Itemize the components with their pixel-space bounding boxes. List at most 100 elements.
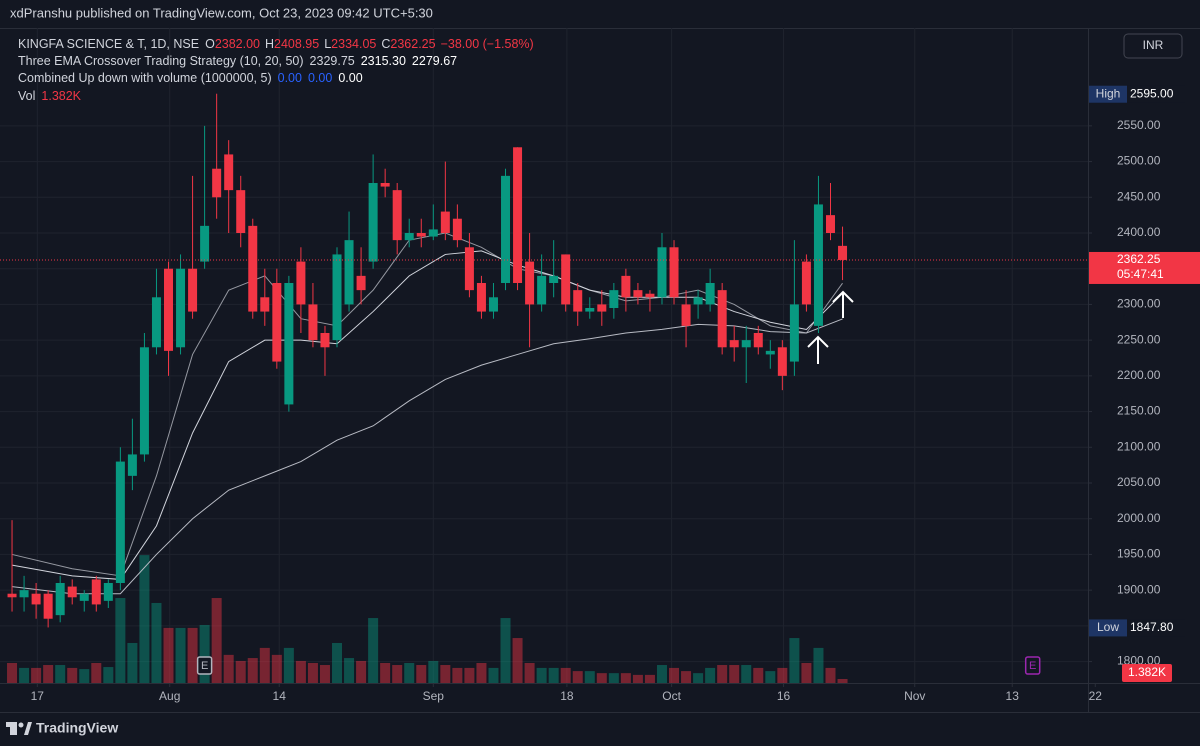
volume-bar	[223, 654, 234, 683]
volume-bar	[608, 673, 619, 683]
volume-bar	[392, 665, 403, 683]
candle-body	[392, 190, 402, 241]
candle-body	[789, 304, 799, 362]
volume-bar	[512, 638, 523, 683]
volume-bar	[67, 667, 78, 683]
currency-button[interactable]	[1123, 33, 1183, 59]
candle-body	[488, 297, 498, 312]
volume-legend: Vol 1.382K	[18, 89, 82, 103]
volume-bar	[837, 678, 848, 683]
candle-body	[621, 275, 631, 298]
candle-body	[67, 586, 77, 598]
x-tick-label: 16	[777, 689, 791, 703]
low-badge-label: Low	[1097, 620, 1119, 634]
volume-bar	[681, 671, 692, 683]
y-tick-label: 2300.00	[1117, 297, 1161, 311]
candle-body	[813, 204, 823, 326]
volume-bar	[43, 665, 54, 683]
volume-bar	[404, 662, 415, 683]
volume-bar	[825, 667, 836, 683]
candle-body	[717, 290, 727, 348]
ema-value: 2279.67	[412, 54, 457, 68]
candle-body	[380, 183, 390, 187]
logo-part	[6, 722, 16, 727]
candle-body	[31, 593, 41, 605]
volume-pane	[7, 555, 848, 683]
volume-bar	[163, 627, 174, 683]
candle-body	[657, 247, 667, 298]
volume-bar	[801, 662, 812, 683]
candles	[7, 93, 848, 628]
candle-body	[320, 333, 330, 348]
brand: TradingView	[36, 720, 118, 736]
candle-body	[525, 261, 535, 305]
candle-body	[200, 225, 210, 262]
volume-bar	[103, 667, 114, 683]
candle-body	[356, 275, 366, 291]
x-tick-label: 13	[1006, 689, 1020, 703]
y-tick-label: 2500.00	[1117, 154, 1161, 168]
candle-body	[43, 593, 53, 619]
volume-bar	[332, 642, 343, 683]
high-badge-label: High	[1096, 86, 1121, 100]
volume-bar	[187, 627, 198, 683]
volume-bar	[729, 665, 740, 683]
candle-body	[669, 247, 679, 298]
candle-body	[151, 297, 161, 348]
ohlc-value: 2362.25	[390, 37, 435, 51]
high-value-label: 2595.00	[1130, 86, 1174, 100]
candle-body	[825, 215, 835, 233]
logo-part	[24, 722, 32, 735]
x-tick-label: Nov	[904, 689, 925, 703]
y-tick-label: 2200.00	[1117, 368, 1161, 382]
ohlc-key: H	[265, 37, 274, 51]
volume-value: 1.382K	[41, 89, 81, 103]
volume-bar	[753, 667, 764, 683]
x-tick-label: 17	[31, 689, 45, 703]
ohlc-key: O	[205, 37, 215, 51]
y-tick-label: 2400.00	[1117, 225, 1161, 239]
candle-body	[284, 283, 294, 405]
candle-body	[645, 293, 655, 298]
currency-label: INR	[1143, 38, 1164, 52]
volume-bar	[656, 665, 667, 683]
y-tick-label: 2250.00	[1117, 332, 1161, 346]
volume-bar	[127, 642, 138, 683]
updown-name: Combined Up down with volume (1000000, 5…	[18, 71, 272, 85]
volume-bar	[524, 662, 535, 683]
candle-body	[464, 247, 474, 291]
low-value-label: 1847.80	[1130, 620, 1174, 634]
ema-legend: Three EMA Crossover Trading Strategy (10…	[18, 54, 457, 68]
candle-body	[513, 147, 523, 283]
volume-bar	[380, 662, 391, 683]
candle-body	[248, 225, 258, 312]
volume-bar	[669, 667, 680, 683]
up-arrow	[832, 290, 854, 318]
candle-body	[681, 304, 691, 326]
x-tick-label: 22	[1089, 689, 1103, 703]
candle-body	[368, 183, 378, 262]
ema-line	[11, 318, 843, 595]
last-price-label: 2362.25	[1117, 252, 1161, 266]
volume-bar	[55, 665, 66, 683]
volume-bar	[464, 667, 475, 683]
y-tick-label: 1900.00	[1117, 582, 1161, 596]
updown-value: 0.00	[338, 71, 362, 85]
candle-body	[296, 261, 306, 305]
volume-bar	[572, 671, 583, 683]
volume-bar	[247, 658, 258, 683]
volume-bar	[765, 671, 776, 683]
volume-bar	[283, 647, 294, 683]
updown-legend: Combined Up down with volume (1000000, 5…	[18, 71, 363, 85]
candle-body	[452, 218, 462, 241]
ema-name: Three EMA Crossover Trading Strategy (10…	[18, 54, 304, 68]
ema-value: 2329.75	[310, 54, 355, 68]
earnings-label: E	[1029, 660, 1036, 672]
earnings-marker	[196, 656, 213, 675]
volume-bar	[344, 658, 355, 683]
volume-bar	[211, 598, 222, 683]
ohlc-value: 2408.95	[274, 37, 319, 51]
candle-body	[440, 211, 450, 233]
ohlc: O2382.00 H2408.95 L2334.05 C2362.25	[205, 37, 436, 51]
volume-bar	[560, 667, 571, 683]
